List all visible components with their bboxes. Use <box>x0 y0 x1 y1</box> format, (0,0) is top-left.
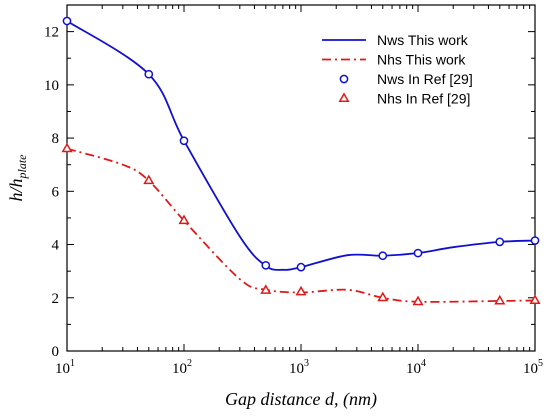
x-tick-label: 102 <box>172 358 192 377</box>
triangle-point <box>412 295 424 306</box>
circle-point <box>495 237 505 247</box>
triangle-point <box>61 142 73 153</box>
triangle-point <box>494 294 506 305</box>
y-tick-label: 0 <box>52 344 60 360</box>
x-axis-label: Gap distance d, (nm) <box>225 389 377 410</box>
y-tick-label: 2 <box>52 291 60 307</box>
x-tick-label: 103 <box>289 358 309 377</box>
y-tick-label: 10 <box>44 78 59 94</box>
y-tick-label: 6 <box>52 184 60 200</box>
y-tick-label: 8 <box>52 131 60 147</box>
circle-point <box>296 262 306 272</box>
series-line <box>66 20 536 271</box>
series-line <box>66 147 536 303</box>
triangle-point <box>529 294 541 304</box>
y-axis-label: h/hplate <box>6 154 29 202</box>
legend-label: Nhs In Ref [29] <box>377 91 470 107</box>
circle-point <box>261 260 271 270</box>
x-tick-label: 104 <box>406 358 426 377</box>
triangle-point <box>377 291 389 302</box>
legend-label: Nhs This work <box>377 52 466 68</box>
y-tick-label: 4 <box>52 238 60 254</box>
y-axis-label-main: h/h <box>6 178 26 201</box>
legend-label: Nws This work <box>377 32 469 48</box>
circle-point <box>378 251 388 261</box>
marker-layer <box>61 16 541 306</box>
circle-point <box>413 248 423 258</box>
legend-swatch <box>338 92 350 103</box>
circle-point <box>62 16 72 26</box>
triangle-point <box>178 214 190 225</box>
legend: Nws This work Nhs This work Nws In Ref [29… <box>322 32 473 107</box>
legend-label: Nws In Ref [29] <box>377 71 473 87</box>
series-layer <box>66 20 536 303</box>
axis-ticks: 101 102 103 104 105 0 2 4 6 8 10 12 <box>44 5 543 377</box>
y-axis-label-subscript: plate <box>15 154 29 180</box>
circle-point <box>179 136 189 146</box>
triangle-point <box>295 285 307 296</box>
legend-swatch <box>339 74 349 84</box>
triangle-point <box>260 284 272 294</box>
x-tick-label: 105 <box>523 358 543 377</box>
y-tick-label: 12 <box>44 25 59 41</box>
circle-point <box>530 236 540 245</box>
triangle-point <box>143 174 155 185</box>
x-tick-label: 101 <box>55 358 75 377</box>
circle-point <box>144 69 154 79</box>
